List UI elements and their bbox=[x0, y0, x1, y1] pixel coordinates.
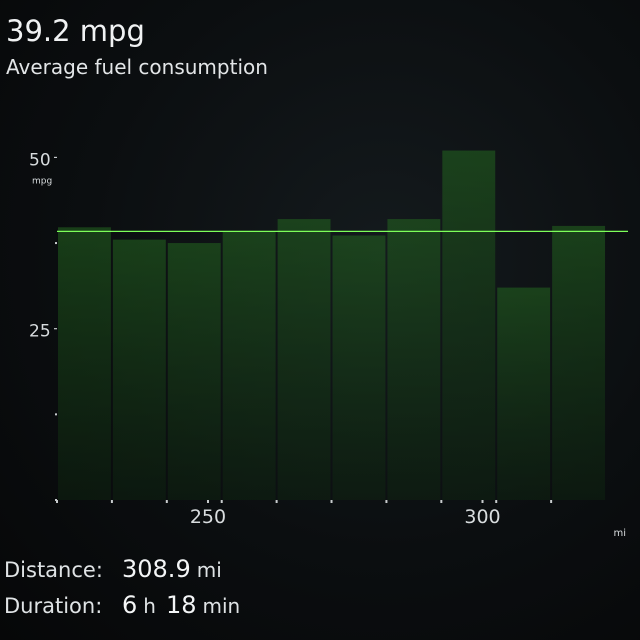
x-tick-label-300: 300 bbox=[464, 506, 500, 528]
bar-7 bbox=[387, 219, 441, 500]
bar-6 bbox=[332, 235, 386, 500]
distance-label: Distance: bbox=[4, 558, 103, 582]
y-tick-label-25: 25 bbox=[29, 322, 51, 342]
bar-8 bbox=[442, 150, 496, 501]
duration-hours: 6 bbox=[122, 591, 138, 619]
duration-label: Duration: bbox=[4, 594, 103, 618]
y-minor-tick-2 bbox=[55, 242, 57, 245]
axis-group: 50 25 mpg 250 300 mi bbox=[29, 150, 626, 539]
distance-row: Distance: 308.9 mi bbox=[4, 555, 250, 591]
x-tick-label-250: 250 bbox=[190, 506, 226, 528]
x-minor-tick-4 bbox=[220, 500, 223, 503]
x-minor-tick-10 bbox=[550, 500, 553, 503]
average-consumption-label: Average fuel consumption bbox=[6, 55, 268, 79]
bar-4 bbox=[222, 231, 276, 500]
duration-minutes: 18 bbox=[165, 591, 197, 619]
x-tick-300 bbox=[481, 500, 484, 503]
y-minor-tick-1 bbox=[55, 413, 57, 416]
x-minor-tick-7 bbox=[385, 500, 388, 503]
x-minor-tick-9 bbox=[495, 500, 498, 503]
y-unit-label: mpg bbox=[32, 176, 52, 186]
x-minor-tick-8 bbox=[440, 500, 443, 503]
x-unit-label: mi bbox=[613, 528, 626, 539]
bar-2 bbox=[112, 239, 166, 500]
trip-stats: Distance: 308.9 mi Duration: 6 h 18 min bbox=[4, 555, 250, 627]
bar-5 bbox=[277, 219, 331, 500]
bars-group bbox=[56, 148, 607, 501]
bar-1 bbox=[58, 227, 111, 500]
distance-value: 308.9 bbox=[122, 555, 191, 583]
bar-9 bbox=[497, 287, 551, 500]
headline: 39.2 mpg Average fuel consumption bbox=[6, 14, 268, 80]
x-minor-tick-5 bbox=[275, 500, 278, 503]
fuel-consumption-chart: 50 25 mpg 250 300 mi bbox=[29, 148, 628, 539]
x-minor-tick-6 bbox=[330, 500, 333, 503]
distance-unit: mi bbox=[196, 558, 222, 582]
bar-3 bbox=[167, 243, 221, 501]
bar-10 bbox=[552, 225, 606, 501]
duration-hours-unit: h bbox=[143, 594, 156, 618]
duration-row: Duration: 6 h 18 min bbox=[4, 591, 250, 627]
x-tick-250 bbox=[206, 500, 209, 503]
x-minor-tick-1 bbox=[56, 500, 58, 503]
duration-minutes-unit: min bbox=[202, 594, 241, 618]
y-tick-label-50: 50 bbox=[29, 150, 51, 170]
x-minor-tick-3 bbox=[165, 500, 168, 503]
average-consumption-value: 39.2 mpg bbox=[6, 14, 145, 48]
x-minor-tick-2 bbox=[110, 500, 113, 503]
